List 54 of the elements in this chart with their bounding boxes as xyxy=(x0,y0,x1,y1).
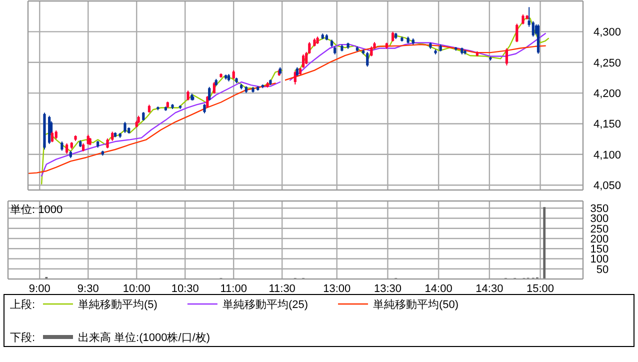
candlestick xyxy=(505,48,508,66)
candlestick xyxy=(111,131,114,142)
line-series xyxy=(294,18,550,71)
y-tick-label: 150 xyxy=(590,244,609,256)
candlestick xyxy=(208,86,211,101)
candlestick xyxy=(366,51,369,68)
y-tick-label: 4,150 xyxy=(593,118,621,131)
candlestick xyxy=(60,141,64,152)
candlestick xyxy=(522,14,524,25)
y-tick-label: 4,050 xyxy=(593,180,621,192)
y-tick-label: 4,300 xyxy=(593,26,621,39)
candlestick xyxy=(302,54,305,68)
candlestick xyxy=(532,20,534,38)
x-tick-label: 11:30 xyxy=(268,283,296,295)
candlestick xyxy=(392,31,394,42)
x-tick-label: 9:00 xyxy=(28,283,50,295)
y-tick-label: 4,250 xyxy=(593,57,621,70)
x-tick-label: 10:00 xyxy=(122,283,150,295)
candlestick xyxy=(106,138,109,149)
candlestick xyxy=(206,96,209,108)
x-tick-label: 15:00 xyxy=(526,283,554,295)
legend-title: 上段: xyxy=(10,298,36,311)
legend-label: 単純移動平均(50) xyxy=(373,299,459,311)
legend-label: 出来高 単位:(1000株/口/枚) xyxy=(78,331,210,344)
y-tick-label: 300 xyxy=(590,213,609,226)
x-tick-label: 14:30 xyxy=(476,283,504,295)
line-series xyxy=(289,32,546,81)
bar xyxy=(543,207,546,279)
y-tick-label: 50 xyxy=(596,264,609,276)
y-tick-label: 4,100 xyxy=(593,149,621,162)
y-tick-label: 350 xyxy=(590,203,609,216)
line-series xyxy=(285,44,546,81)
candlestick xyxy=(294,70,296,85)
x-tick-label: 9:30 xyxy=(77,283,99,295)
candlestick xyxy=(212,82,216,94)
candlestick xyxy=(186,90,190,101)
candlestick xyxy=(516,23,518,43)
legend-label: 単純移動平均(25) xyxy=(222,299,308,311)
y-tick-label: 4,200 xyxy=(593,88,621,100)
candlestick xyxy=(65,142,68,154)
x-tick-label: 10:30 xyxy=(171,283,199,295)
y-tick-label: 250 xyxy=(590,223,609,236)
x-tick-label: 13:00 xyxy=(323,283,351,295)
x-tick-label: 14:00 xyxy=(424,283,452,295)
candlestick xyxy=(370,46,373,57)
annotation: 単位: 1000 xyxy=(10,204,63,216)
candlestick xyxy=(124,121,126,134)
candlestick xyxy=(203,104,206,114)
legend-title: 下段: xyxy=(10,332,36,344)
x-tick-label: 11:00 xyxy=(220,283,247,295)
legend-label: 単純移動平均(5) xyxy=(78,299,158,311)
y-tick-label: 200 xyxy=(590,233,609,246)
x-tick-label: 13:30 xyxy=(374,283,402,295)
y-tick-label: 100 xyxy=(590,254,609,266)
